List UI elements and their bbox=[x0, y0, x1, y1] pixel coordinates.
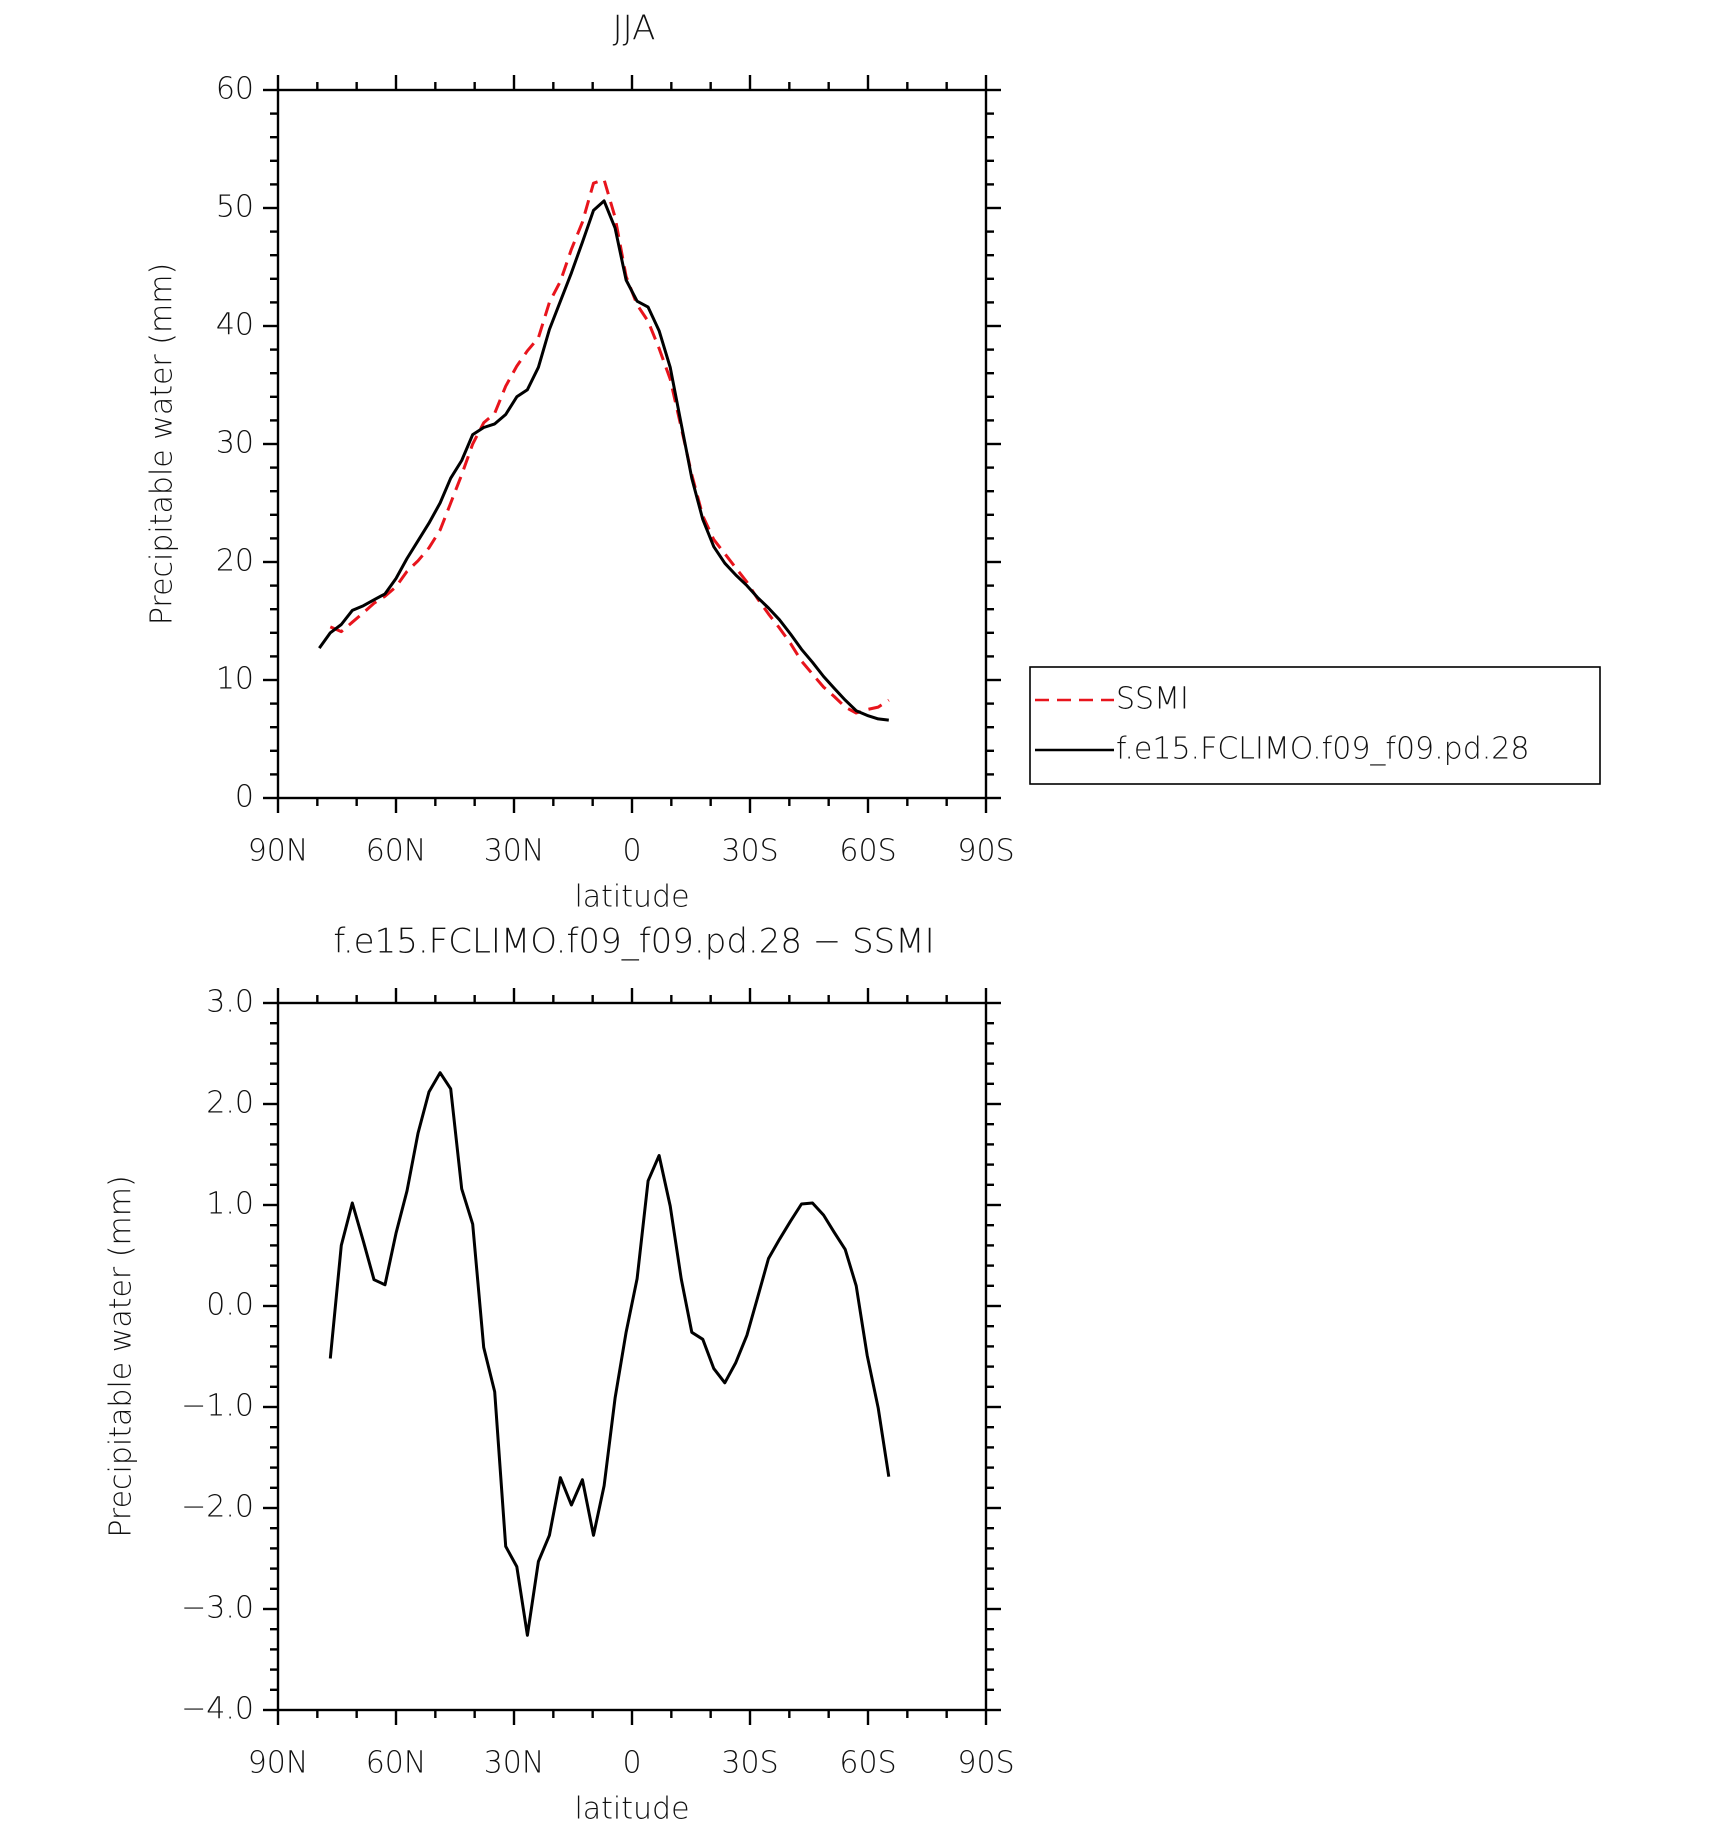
data-line bbox=[328, 1071, 891, 1637]
y-tick-label: 50 bbox=[216, 190, 254, 225]
x-tick-label: 60N bbox=[366, 1746, 427, 1781]
legend-box bbox=[1029, 666, 1601, 785]
x-tick-label: 60N bbox=[366, 834, 427, 869]
plot-frame bbox=[276, 88, 988, 800]
x-tick-label: 90N bbox=[248, 834, 309, 869]
x-tick-label: 30N bbox=[484, 834, 545, 869]
x-tick-label: 90S bbox=[957, 1746, 1014, 1781]
x-tick-label: 90N bbox=[248, 1746, 309, 1781]
y-tick-label: 60 bbox=[216, 72, 254, 107]
y-tick-label: 10 bbox=[216, 662, 254, 697]
chart-title: JJA bbox=[613, 9, 656, 49]
x-tick-label: 60S bbox=[839, 1746, 896, 1781]
x-tick-label: 60S bbox=[839, 834, 896, 869]
legend-label: SSMI bbox=[1116, 682, 1189, 717]
y-tick-label: −4.0 bbox=[181, 1692, 254, 1727]
y-tick-label: −3.0 bbox=[181, 1591, 254, 1626]
y-tick-label: −2.0 bbox=[181, 1490, 254, 1525]
y-tick-label: 20 bbox=[216, 544, 254, 579]
y-axis-label: Precipitable water (mm) bbox=[145, 263, 180, 625]
data-line bbox=[329, 178, 890, 715]
y-tick-label: 0 bbox=[235, 780, 254, 815]
x-tick-label: 0 bbox=[622, 834, 641, 869]
y-tick-label: 3.0 bbox=[206, 985, 254, 1020]
x-axis-label: latitude bbox=[574, 880, 689, 915]
y-tick-label: −1.0 bbox=[181, 1389, 254, 1424]
x-tick-label: 30N bbox=[484, 1746, 545, 1781]
y-tick-label: 2.0 bbox=[206, 1086, 254, 1121]
x-tick-label: 90S bbox=[957, 834, 1014, 869]
legend: SSMI f.e15.FCLIMO.f09_f09.pd.28 bbox=[1029, 666, 1601, 785]
y-axis-label: Precipitable water (mm) bbox=[104, 1175, 139, 1537]
y-tick-label: 30 bbox=[216, 426, 254, 461]
plot-frame bbox=[276, 1001, 988, 1712]
chart-title: f.e15.FCLIMO.f09_f09.pd.28 − SSMI bbox=[333, 922, 934, 962]
x-tick-label: 0 bbox=[622, 1746, 641, 1781]
x-axis-label: latitude bbox=[574, 1792, 689, 1827]
x-tick-label: 30S bbox=[721, 834, 778, 869]
y-tick-label: 0.0 bbox=[206, 1288, 254, 1323]
y-tick-label: 40 bbox=[216, 308, 254, 343]
x-tick-label: 30S bbox=[721, 1746, 778, 1781]
y-tick-label: 1.0 bbox=[206, 1187, 254, 1222]
data-line bbox=[318, 199, 889, 722]
legend-label: f.e15.FCLIMO.f09_f09.pd.28 bbox=[1116, 732, 1529, 767]
